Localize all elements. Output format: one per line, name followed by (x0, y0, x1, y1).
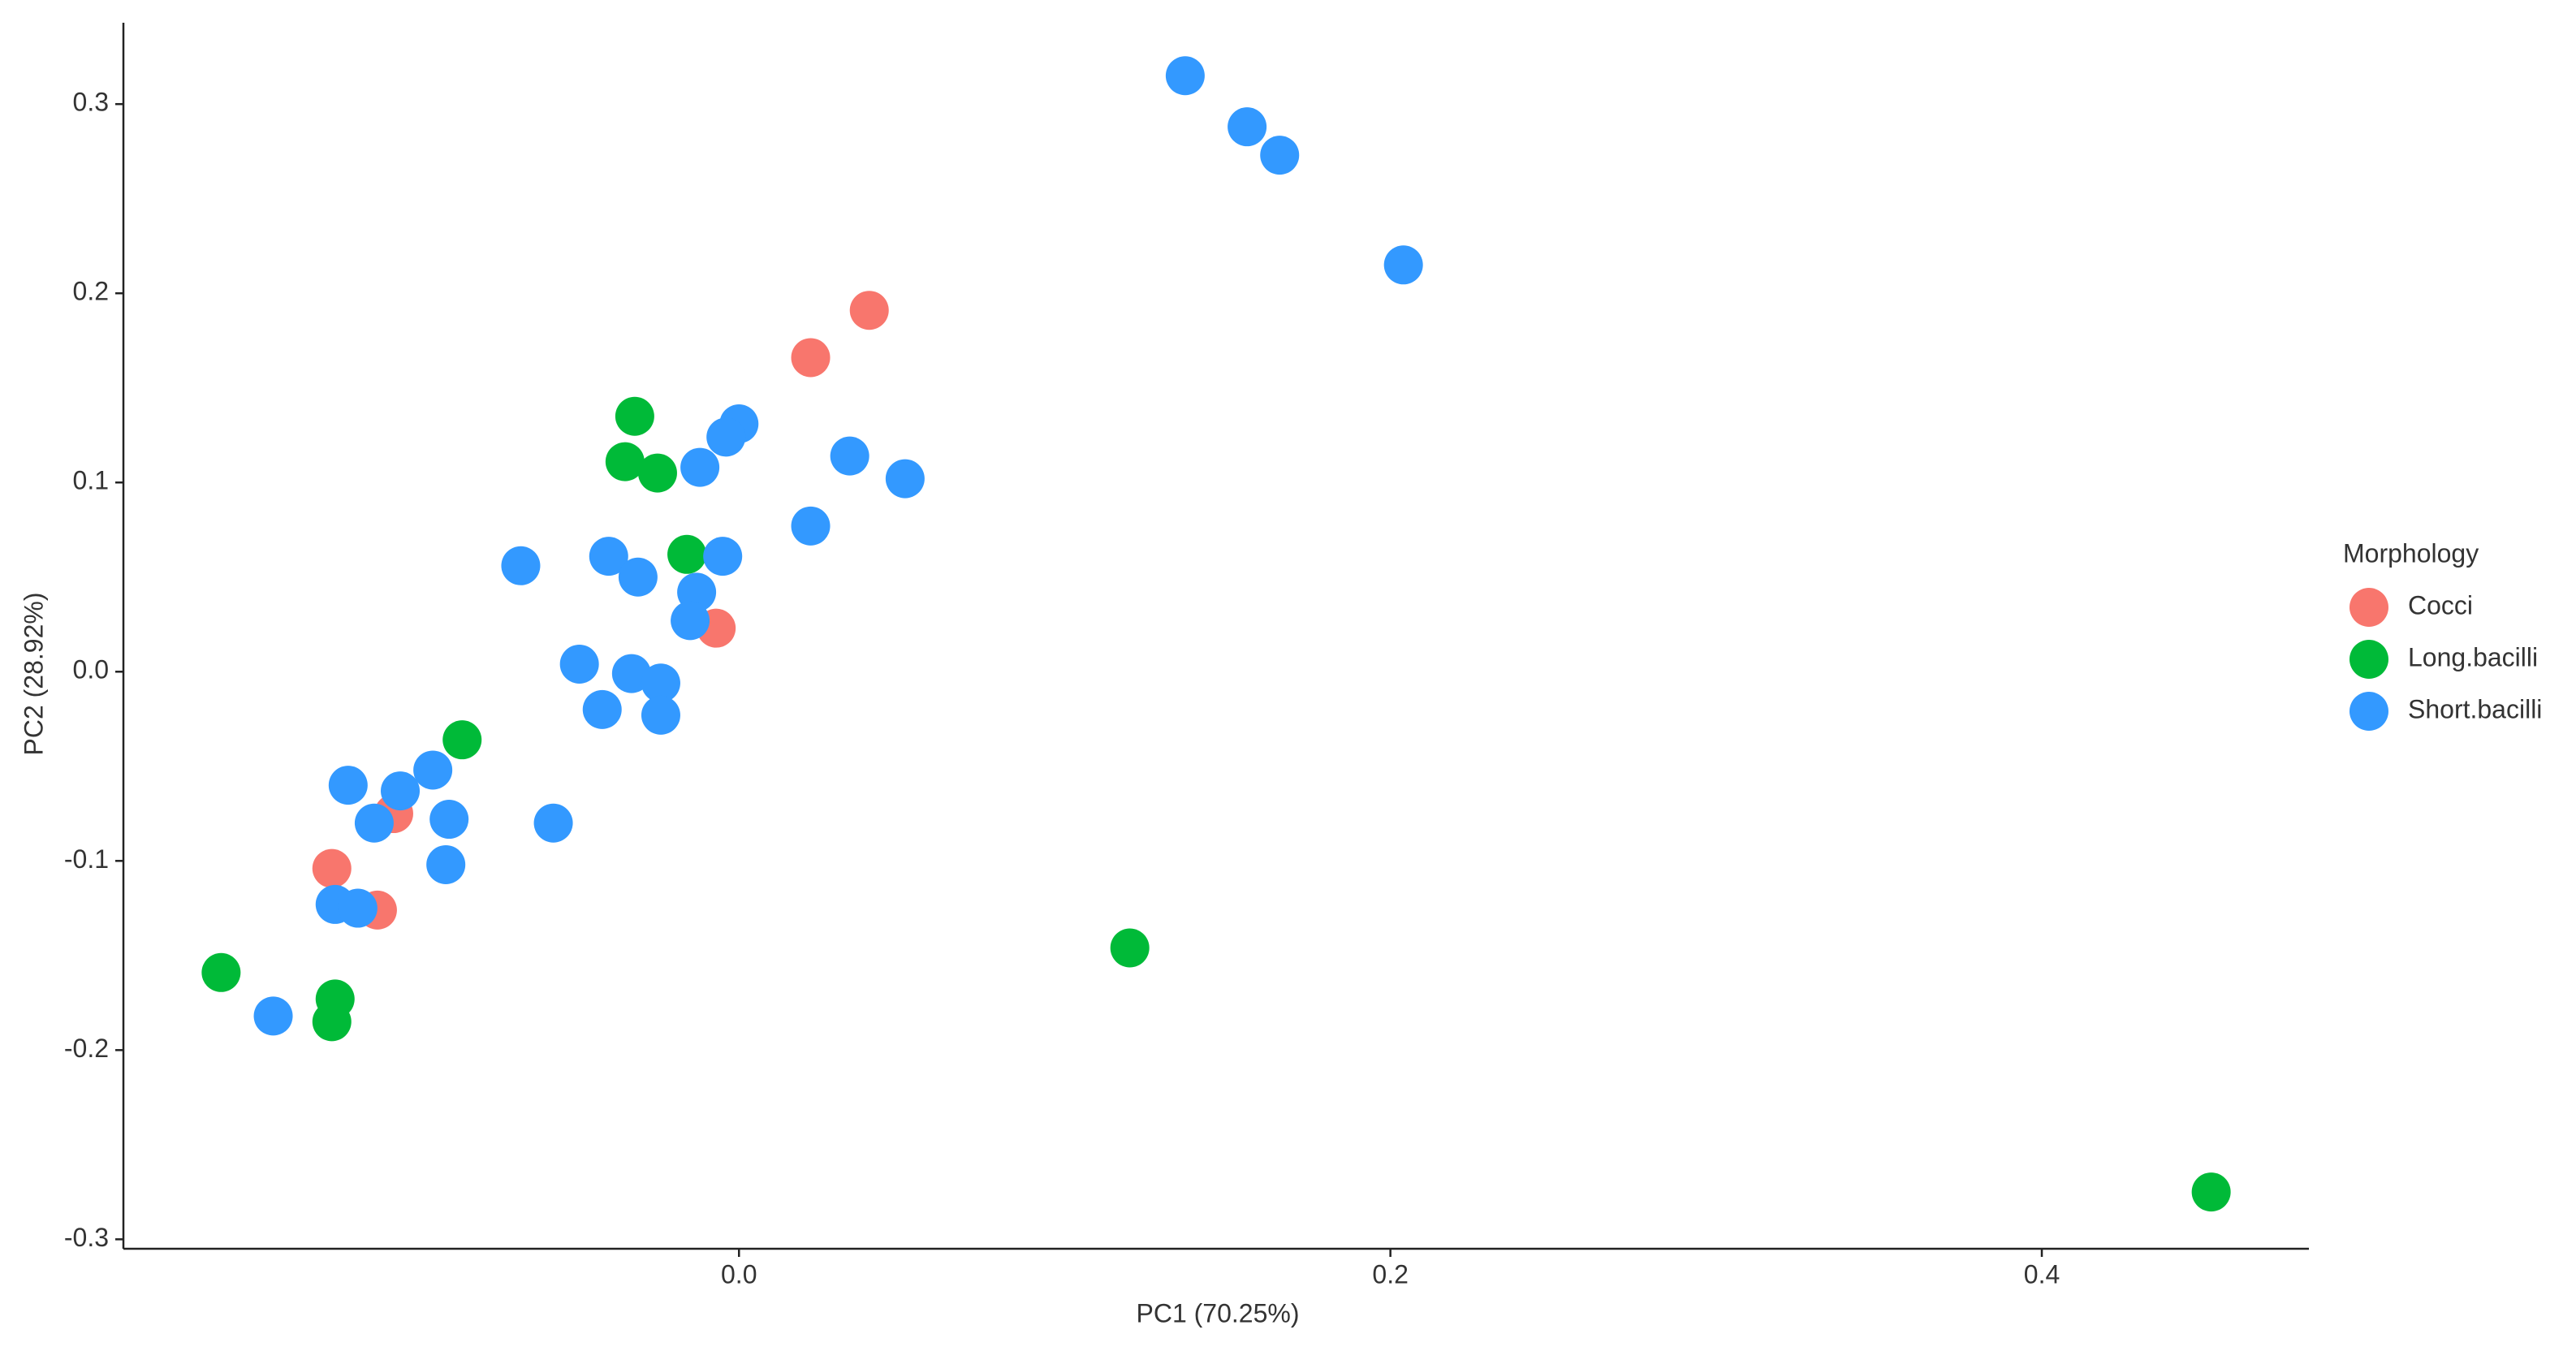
point (442, 720, 482, 760)
point (706, 417, 746, 457)
point (605, 442, 645, 481)
y-tick-label: -0.2 (64, 1034, 109, 1063)
point (354, 803, 394, 843)
point (703, 537, 743, 576)
point (1260, 136, 1300, 175)
x-tick-label: 0.0 (721, 1259, 757, 1289)
point (429, 800, 469, 840)
legend-title: Morphology (2343, 538, 2479, 568)
point (328, 766, 368, 805)
point (501, 546, 541, 585)
x-axis-label: PC1 (70.25%) (1137, 1298, 1300, 1328)
point (201, 952, 241, 992)
point (791, 338, 831, 378)
point (641, 663, 680, 703)
point (791, 506, 831, 546)
point (426, 844, 466, 884)
point (618, 557, 658, 597)
legend-swatch (2349, 588, 2388, 627)
point (533, 803, 573, 843)
point (589, 537, 628, 576)
y-tick-label: 0.0 (73, 655, 109, 684)
point (413, 750, 453, 790)
point (1383, 245, 1423, 285)
point (680, 447, 720, 487)
point (253, 996, 293, 1036)
point (381, 771, 421, 811)
point (312, 1002, 352, 1042)
point (1110, 928, 1150, 968)
x-tick-label: 0.2 (1372, 1259, 1408, 1289)
point (2191, 1172, 2231, 1212)
point (830, 436, 869, 476)
y-axis-label: PC2 (28.92%) (19, 593, 48, 756)
point (615, 396, 654, 436)
legend-swatch (2349, 640, 2388, 679)
point (667, 534, 707, 574)
legend-swatch (2349, 692, 2388, 731)
point (885, 459, 925, 499)
y-tick-label: 0.1 (73, 466, 109, 495)
y-tick-label: 0.2 (73, 277, 109, 306)
legend-label: Long.bacilli (2408, 642, 2538, 671)
point (849, 291, 889, 330)
legend-label: Cocci (2408, 590, 2473, 620)
y-tick-label: 0.3 (73, 88, 109, 117)
point (312, 848, 352, 888)
point (559, 644, 599, 684)
point (1165, 56, 1205, 96)
legend-label: Short.bacilli (2408, 694, 2542, 723)
y-tick-label: -0.3 (64, 1223, 109, 1252)
x-tick-label: 0.4 (2024, 1259, 2060, 1289)
point (637, 453, 677, 493)
point (582, 689, 622, 729)
point (671, 601, 710, 641)
point (611, 654, 651, 693)
point (641, 695, 680, 735)
point (1228, 107, 1267, 147)
y-tick-label: -0.1 (64, 844, 109, 874)
point (338, 888, 378, 928)
